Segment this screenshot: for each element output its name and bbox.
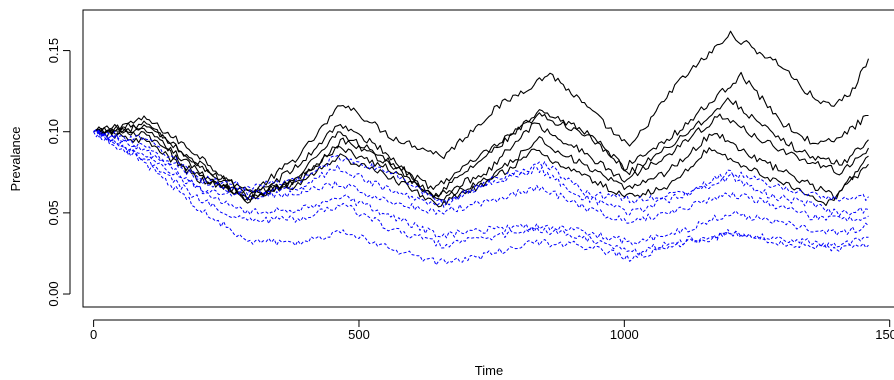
blue-series-line-8	[93, 129, 869, 217]
x-tick-label: 500	[348, 327, 370, 342]
plot-frame	[82, 9, 894, 308]
black-series-line-6	[93, 128, 869, 208]
blue-series-line-9	[93, 129, 869, 224]
x-tick-label: 1000	[610, 327, 639, 342]
y-tick-label: 0.10	[46, 119, 61, 144]
x-tick-label: 0	[90, 327, 97, 342]
blue-series-line-11	[93, 129, 869, 255]
black-series-line-3	[93, 97, 869, 194]
black-series-line-5	[93, 124, 869, 204]
y-tick-label: 0.05	[46, 200, 61, 225]
blue-series-line-7	[93, 129, 869, 208]
x-axis-title: Time	[475, 363, 503, 378]
blue-series-line-12	[93, 131, 869, 266]
blue-series-line-10	[93, 129, 869, 246]
y-tick-label: 0.15	[46, 38, 61, 63]
y-tick-label: 0.00	[46, 281, 61, 306]
series-layer	[93, 30, 870, 266]
y-axis-title: Prevalance	[8, 126, 23, 191]
